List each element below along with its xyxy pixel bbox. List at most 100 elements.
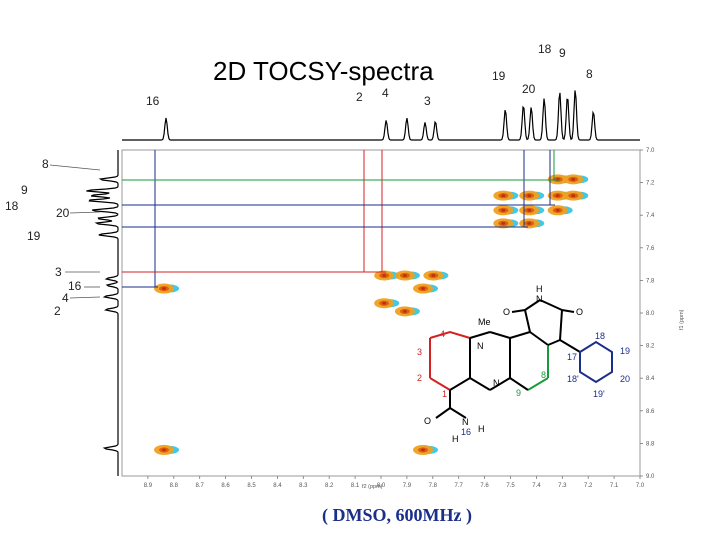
x-tick-label-10: 7.9 <box>403 483 412 489</box>
left-label-20: 20 <box>56 206 70 220</box>
plot-area <box>121 149 641 477</box>
left-1d-spectrum <box>86 150 119 476</box>
connector-4 <box>69 296 101 299</box>
mol-label-imide-n: N <box>536 294 543 304</box>
x-tick-label-11: 7.8 <box>429 483 438 489</box>
mol-label-18-prime: 18' <box>567 374 579 384</box>
x-tick-label-8: 8.1 <box>351 483 360 489</box>
x-tick-label-19: 7.0 <box>636 483 645 489</box>
mol-label-amide-h2: H <box>452 434 459 444</box>
cross-peak-2 <box>493 190 519 201</box>
mol-label-16: 16 <box>461 427 471 437</box>
assignment-lines <box>122 150 560 288</box>
cross-peak-5 <box>563 190 589 201</box>
y-tick-label-10: 9.0 <box>646 474 655 480</box>
cross-peak-12 <box>394 270 420 281</box>
mol-label-o-right: O <box>576 307 583 317</box>
left-label-4: 4 <box>62 291 69 305</box>
left-label-3: 3 <box>55 265 62 279</box>
cross-peak-13 <box>423 270 449 281</box>
x-tick-label-1: 8.8 <box>170 483 179 489</box>
top-label-4: 4 <box>382 86 389 100</box>
cross-peak-14 <box>154 283 180 294</box>
mol-label-9: 9 <box>516 388 521 398</box>
x-tick-label-15: 7.4 <box>532 483 541 489</box>
x-tick-label-16: 7.3 <box>558 483 567 489</box>
left-label-16: 16 <box>68 279 82 293</box>
top-label-8: 8 <box>586 67 593 81</box>
mol-label-18: 18 <box>595 331 605 341</box>
mol-label-8: 8 <box>541 370 546 380</box>
x-tick-label-3: 8.6 <box>221 483 230 489</box>
x-axis-label: f2 (ppm) <box>362 484 383 490</box>
y-axis-label: f1 (ppm) <box>679 309 685 330</box>
top-peak-labels: 16 2 4 3 19 20 18 9 8 <box>146 42 593 108</box>
left-label-19: 19 <box>27 229 41 243</box>
mol-label-n-bottom: N <box>493 378 500 388</box>
y-tick-label-7: 8.4 <box>646 376 655 382</box>
cross-peak-15 <box>413 283 439 294</box>
mol-label-amide-n: N <box>462 417 469 427</box>
x-tick-label-0: 8.9 <box>144 483 153 489</box>
mol-label-me: Me <box>478 317 491 327</box>
left-label-18: 18 <box>5 199 19 213</box>
x-tick-label-7: 8.2 <box>325 483 334 489</box>
x-tick-label-9: 8.0 <box>377 483 386 489</box>
top-label-19: 19 <box>492 69 506 83</box>
top-label-9: 9 <box>559 46 566 60</box>
x-tick-label-17: 7.2 <box>584 483 593 489</box>
mol-label-4: 4 <box>440 329 445 339</box>
mol-label-19-prime: 19' <box>593 389 605 399</box>
cross-peaks <box>154 174 589 455</box>
connector-8 <box>49 164 101 171</box>
y-tick-label-8: 8.6 <box>646 409 655 415</box>
molecule-structure <box>429 299 613 419</box>
mol-label-amide-h1: H <box>478 424 485 434</box>
x-tick-label-4: 8.5 <box>247 483 256 489</box>
cross-peak-6 <box>493 205 519 216</box>
mol-label-17: 17 <box>567 352 577 362</box>
cross-peak-18 <box>154 444 180 455</box>
molecule-labels: H N Me 4 3 2 1 N N 8 9 17 18 19 20 18' 1… <box>417 284 630 444</box>
y-tick-label-5: 8.0 <box>646 311 655 317</box>
top-label-16: 16 <box>146 94 160 108</box>
left-label-9: 9 <box>21 183 28 197</box>
mol-label-19: 19 <box>620 346 630 356</box>
y-tick-label-0: 7.0 <box>646 148 655 154</box>
top-1d-spectrum <box>122 90 640 141</box>
x-tick-label-13: 7.6 <box>480 483 489 489</box>
mol-label-2: 2 <box>417 373 422 383</box>
y-tick-label-3: 7.6 <box>646 246 655 252</box>
y-tick-label-1: 7.2 <box>646 181 655 187</box>
top-label-20: 20 <box>522 82 536 96</box>
top-label-18: 18 <box>538 42 552 56</box>
mol-label-3: 3 <box>417 347 422 357</box>
cross-peak-19 <box>413 444 439 455</box>
cross-peak-8 <box>547 205 573 216</box>
cross-peak-16 <box>374 298 400 309</box>
mol-label-20: 20 <box>620 374 630 384</box>
mol-label-o-amide: O <box>424 416 431 426</box>
mol-label-o-left: O <box>503 307 510 317</box>
axis-ticks: 8.9 8.8 8.7 8.6 8.5 8.4 8.3 8.2 8.1 8.0 7.9 7.8 7.7 7… <box>144 148 655 489</box>
connector-20 <box>69 211 101 214</box>
caption: ( DMSO, 600MHz ) <box>322 505 472 525</box>
left-label-2: 2 <box>54 304 61 318</box>
mol-label-1: 1 <box>442 389 447 399</box>
x-tick-label-6: 8.3 <box>299 483 308 489</box>
x-tick-label-14: 7.5 <box>506 483 515 489</box>
y-tick-label-4: 7.8 <box>646 278 655 284</box>
slide-title: 2D TOCSY-spectra <box>213 56 434 86</box>
top-label-3: 3 <box>424 94 431 108</box>
x-tick-label-18: 7.1 <box>610 483 619 489</box>
y-tick-label-6: 8.2 <box>646 344 655 350</box>
cross-peak-9 <box>493 218 519 229</box>
x-tick-label-2: 8.7 <box>196 483 205 489</box>
left-label-8: 8 <box>42 157 49 171</box>
cross-peak-1 <box>563 174 589 185</box>
label-connectors <box>49 164 101 299</box>
mol-label-imide-h: H <box>536 284 543 294</box>
mol-label-n-top: N <box>477 341 484 351</box>
